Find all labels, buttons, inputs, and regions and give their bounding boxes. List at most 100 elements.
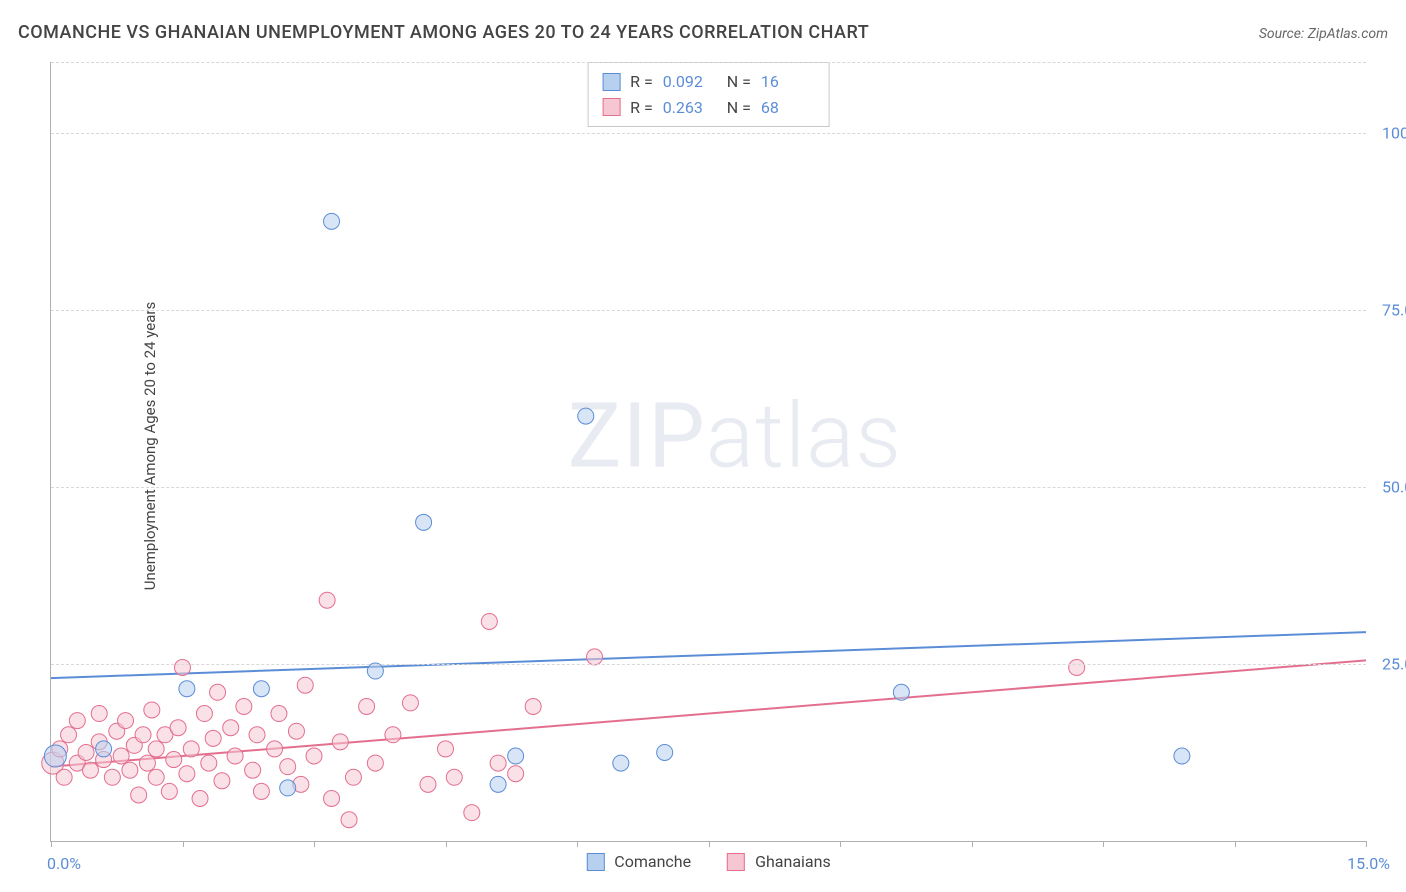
data-point	[280, 780, 296, 796]
gridline-h	[51, 133, 1366, 134]
data-point	[118, 713, 134, 729]
x-tick	[972, 841, 973, 847]
y-tick-label: 75.0%	[1370, 300, 1406, 319]
swatch-ghanaians	[602, 98, 620, 116]
data-point	[122, 762, 138, 778]
data-point	[288, 723, 304, 739]
x-tick	[446, 841, 447, 847]
gridline-h	[51, 310, 1366, 311]
plot-area: ZIPatlas R = 0.092 N = 16 R = 0.263 N = …	[50, 62, 1366, 842]
data-point	[280, 759, 296, 775]
data-point	[359, 698, 375, 714]
trend-line	[51, 632, 1366, 678]
data-point	[227, 748, 243, 764]
x-max-label: 15.0%	[1347, 854, 1390, 873]
data-point	[525, 698, 541, 714]
data-point	[297, 677, 313, 693]
source-label: Source: ZipAtlas.com	[1259, 26, 1388, 42]
data-point	[587, 649, 603, 665]
x-min-label: 0.0%	[47, 854, 81, 873]
data-point	[345, 769, 361, 785]
data-point	[170, 720, 186, 736]
data-point	[416, 514, 432, 530]
x-tick	[1103, 841, 1104, 847]
data-point	[135, 727, 151, 743]
data-point	[179, 766, 195, 782]
data-point	[385, 727, 401, 743]
y-tick-label: 100.0%	[1370, 123, 1406, 142]
data-point	[166, 752, 182, 768]
data-point	[175, 659, 191, 675]
x-tick	[183, 841, 184, 847]
data-point	[490, 755, 506, 771]
data-point	[253, 681, 269, 697]
data-point	[56, 769, 72, 785]
legend-swatch-comanche	[586, 853, 604, 871]
data-point	[420, 776, 436, 792]
data-point	[253, 783, 269, 799]
data-point	[306, 748, 322, 764]
data-point	[44, 745, 66, 767]
series-legend: Comanche Ghanaians	[586, 852, 830, 871]
data-point	[402, 695, 418, 711]
data-point	[324, 791, 340, 807]
legend-swatch-ghanaians	[727, 853, 745, 871]
data-point	[96, 741, 112, 757]
data-point	[113, 748, 129, 764]
data-point	[367, 663, 383, 679]
chart-title: COMANCHE VS GHANAIAN UNEMPLOYMENT AMONG …	[18, 22, 869, 43]
stats-row-comanche: R = 0.092 N = 16	[602, 69, 815, 95]
stats-legend: R = 0.092 N = 16 R = 0.263 N = 68	[587, 62, 830, 127]
data-point	[148, 741, 164, 757]
data-point	[267, 741, 283, 757]
chart-svg	[51, 62, 1366, 841]
data-point	[201, 755, 217, 771]
data-point	[324, 213, 340, 229]
legend-item-ghanaians: Ghanaians	[727, 852, 831, 871]
y-tick-label: 50.0%	[1370, 477, 1406, 496]
n-value-ghanaians: 68	[761, 95, 815, 121]
data-point	[69, 713, 85, 729]
r-value-comanche: 0.092	[663, 69, 717, 95]
data-point	[205, 730, 221, 746]
legend-label-ghanaians: Ghanaians	[755, 852, 831, 871]
n-label: N =	[727, 95, 751, 121]
data-point	[236, 698, 252, 714]
n-value-comanche: 16	[761, 69, 815, 95]
data-point	[131, 787, 147, 803]
data-point	[446, 769, 462, 785]
gridline-h	[51, 62, 1366, 63]
swatch-comanche	[602, 73, 620, 91]
data-point	[104, 769, 120, 785]
data-point	[893, 684, 909, 700]
data-point	[249, 727, 265, 743]
y-tick-label: 25.0%	[1370, 654, 1406, 673]
r-label: R =	[630, 69, 653, 95]
data-point	[508, 766, 524, 782]
gridline-h	[51, 487, 1366, 488]
data-point	[196, 706, 212, 722]
data-point	[332, 734, 348, 750]
data-point	[319, 592, 335, 608]
data-point	[192, 791, 208, 807]
data-point	[657, 744, 673, 760]
data-point	[82, 762, 98, 778]
data-point	[91, 706, 107, 722]
data-point	[78, 744, 94, 760]
data-point	[179, 681, 195, 697]
r-label: R =	[630, 95, 653, 121]
x-tick	[1366, 841, 1367, 847]
data-point	[490, 776, 506, 792]
n-label: N =	[727, 69, 751, 95]
x-tick	[709, 841, 710, 847]
data-point	[161, 783, 177, 799]
title-row: COMANCHE VS GHANAIAN UNEMPLOYMENT AMONG …	[18, 22, 1388, 43]
x-tick	[51, 841, 52, 847]
data-point	[578, 408, 594, 424]
data-point	[341, 812, 357, 828]
data-point	[210, 684, 226, 700]
chart-container: COMANCHE VS GHANAIAN UNEMPLOYMENT AMONG …	[0, 0, 1406, 892]
stats-row-ghanaians: R = 0.263 N = 68	[602, 95, 815, 121]
r-value-ghanaians: 0.263	[663, 95, 717, 121]
x-tick	[840, 841, 841, 847]
